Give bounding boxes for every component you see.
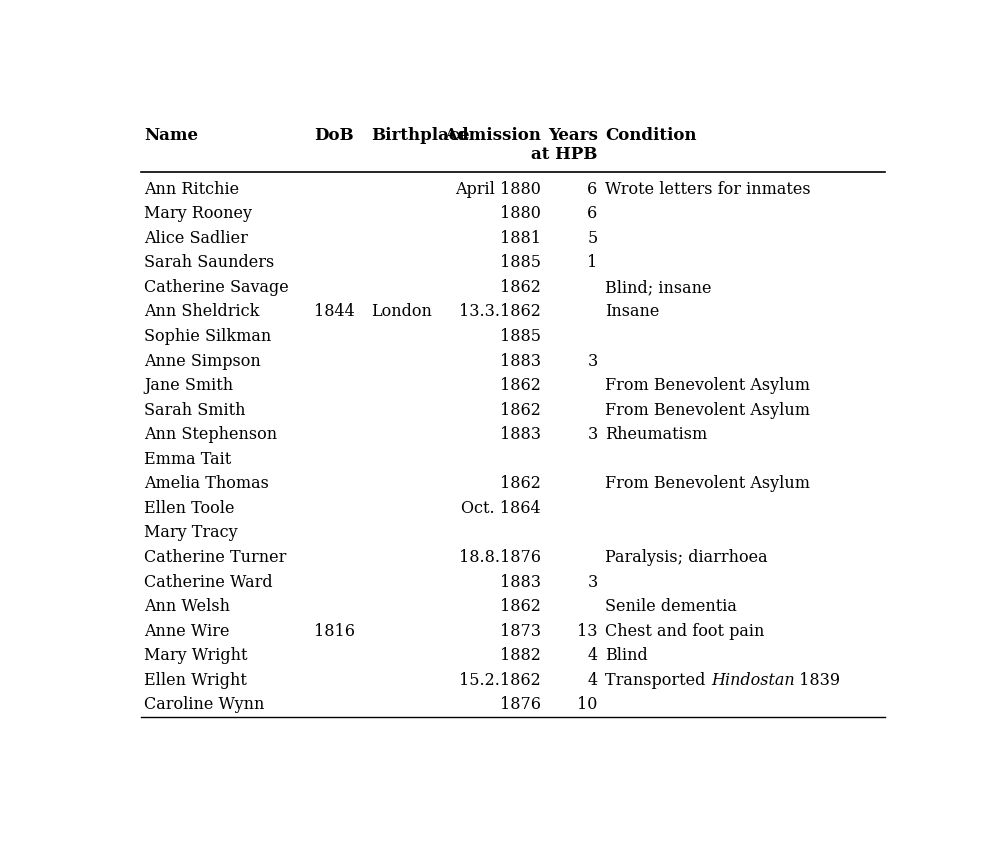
Text: 3: 3: [587, 425, 598, 443]
Text: London: London: [371, 303, 432, 320]
Text: Ann Ritchie: Ann Ritchie: [144, 181, 240, 197]
Text: Admission: Admission: [444, 127, 541, 144]
Text: Condition: Condition: [605, 127, 697, 144]
Text: 4: 4: [587, 647, 598, 664]
Text: Catherine Ward: Catherine Ward: [144, 573, 273, 590]
Text: 1862: 1862: [500, 278, 541, 295]
Text: Years
at HPB: Years at HPB: [531, 127, 598, 163]
Text: 1883: 1883: [500, 573, 541, 590]
Text: 1: 1: [587, 254, 598, 271]
Text: Birthplace: Birthplace: [371, 127, 469, 144]
Text: 1880: 1880: [500, 205, 541, 222]
Text: 15.2.1862: 15.2.1862: [459, 671, 541, 688]
Text: Blind; insane: Blind; insane: [605, 278, 712, 295]
Text: 1839: 1839: [794, 671, 841, 688]
Text: 1882: 1882: [500, 647, 541, 664]
Text: 1862: 1862: [500, 474, 541, 492]
Text: Ellen Wright: Ellen Wright: [144, 671, 247, 688]
Text: Wrote letters for inmates: Wrote letters for inmates: [605, 181, 811, 197]
Text: Chest and foot pain: Chest and foot pain: [605, 622, 765, 639]
Text: Ann Welsh: Ann Welsh: [144, 598, 230, 615]
Text: 1885: 1885: [500, 254, 541, 271]
Text: Alice Sadlier: Alice Sadlier: [144, 229, 248, 246]
Text: Catherine Savage: Catherine Savage: [144, 278, 289, 295]
Text: Rheumatism: Rheumatism: [605, 425, 708, 443]
Text: 13.3.1862: 13.3.1862: [459, 303, 541, 320]
Text: Catherine Turner: Catherine Turner: [144, 548, 287, 566]
Text: Senile dementia: Senile dementia: [605, 598, 737, 615]
Text: April 1880: April 1880: [455, 181, 541, 197]
Text: Insane: Insane: [605, 303, 660, 320]
Text: Blind: Blind: [605, 647, 648, 664]
Text: From Benevolent Asylum: From Benevolent Asylum: [605, 376, 810, 393]
Text: Hindostan: Hindostan: [711, 671, 794, 688]
Text: 6: 6: [587, 181, 598, 197]
Text: 3: 3: [587, 573, 598, 590]
Text: 4: 4: [587, 671, 598, 688]
Text: 10: 10: [577, 696, 598, 713]
Text: Oct. 1864: Oct. 1864: [461, 499, 541, 517]
Text: 1873: 1873: [500, 622, 541, 639]
Text: 1862: 1862: [500, 598, 541, 615]
Text: Mary Wright: Mary Wright: [144, 647, 248, 664]
Text: 6: 6: [587, 205, 598, 222]
Text: Anne Wire: Anne Wire: [144, 622, 230, 639]
Text: Sophie Silkman: Sophie Silkman: [144, 327, 272, 344]
Text: Mary Rooney: Mary Rooney: [144, 205, 252, 222]
Text: Paralysis; diarrhoea: Paralysis; diarrhoea: [605, 548, 768, 566]
Text: Name: Name: [144, 127, 198, 144]
Text: From Benevolent Asylum: From Benevolent Asylum: [605, 401, 810, 418]
Text: Caroline Wynn: Caroline Wynn: [144, 696, 265, 713]
Text: DoB: DoB: [314, 127, 354, 144]
Text: Mary Tracy: Mary Tracy: [144, 523, 238, 541]
Text: Anne Simpson: Anne Simpson: [144, 352, 261, 369]
Text: Sarah Smith: Sarah Smith: [144, 401, 246, 418]
Text: 1844: 1844: [314, 303, 355, 320]
Text: 1885: 1885: [500, 327, 541, 344]
Text: Amelia Thomas: Amelia Thomas: [144, 474, 269, 492]
Text: 1883: 1883: [500, 352, 541, 369]
Text: 1881: 1881: [500, 229, 541, 246]
Text: 13: 13: [577, 622, 598, 639]
Text: 5: 5: [587, 229, 598, 246]
Text: 3: 3: [587, 352, 598, 369]
Text: 1816: 1816: [314, 622, 355, 639]
Text: 1883: 1883: [500, 425, 541, 443]
Text: 1862: 1862: [500, 376, 541, 393]
Text: Sarah Saunders: Sarah Saunders: [144, 254, 275, 271]
Text: Emma Tait: Emma Tait: [144, 450, 232, 468]
Text: Ellen Toole: Ellen Toole: [144, 499, 235, 517]
Text: 1862: 1862: [500, 401, 541, 418]
Text: Jane Smith: Jane Smith: [144, 376, 234, 393]
Text: 1876: 1876: [500, 696, 541, 713]
Text: Ann Stephenson: Ann Stephenson: [144, 425, 278, 443]
Text: From Benevolent Asylum: From Benevolent Asylum: [605, 474, 810, 492]
Text: Ann Sheldrick: Ann Sheldrick: [144, 303, 260, 320]
Text: Transported: Transported: [605, 671, 711, 688]
Text: 18.8.1876: 18.8.1876: [459, 548, 541, 566]
